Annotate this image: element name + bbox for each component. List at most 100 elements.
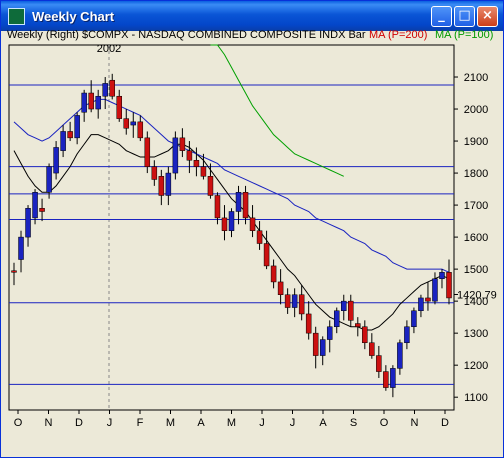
x-tick-label: D bbox=[75, 417, 83, 429]
candle-down bbox=[425, 297, 431, 302]
candle-down bbox=[207, 176, 214, 196]
y-tick-label: 1200 bbox=[464, 360, 488, 372]
candle-up bbox=[411, 310, 417, 328]
app-icon bbox=[8, 8, 25, 25]
candle-up bbox=[130, 121, 137, 126]
moving-average-short bbox=[13, 134, 450, 331]
candle-up bbox=[74, 115, 80, 139]
x-tick-label: O bbox=[380, 417, 389, 429]
candle-down bbox=[277, 281, 284, 295]
candle-down bbox=[11, 270, 17, 273]
candle-up bbox=[326, 326, 333, 340]
x-tick-label: A bbox=[319, 417, 327, 429]
candle-down bbox=[298, 294, 305, 315]
x-tick-label: A bbox=[197, 417, 205, 429]
candle-up bbox=[32, 192, 38, 219]
last-price-label: 1420.79 bbox=[457, 289, 497, 301]
candle-down bbox=[151, 166, 158, 180]
candle-down bbox=[446, 272, 452, 299]
candle-up bbox=[390, 368, 396, 388]
y-tick-label: 1800 bbox=[464, 168, 488, 180]
candle-up bbox=[228, 211, 235, 231]
candle-down bbox=[376, 355, 382, 372]
legend-ma200: MA (P=200) bbox=[369, 29, 428, 41]
candle-up bbox=[341, 300, 347, 311]
maximize-button[interactable]: □ bbox=[454, 6, 475, 27]
candle-up bbox=[235, 192, 242, 212]
candle-down bbox=[214, 195, 221, 219]
candle-up bbox=[81, 92, 87, 113]
legend-ma100: MA (P=100) bbox=[435, 29, 494, 41]
candle-down bbox=[362, 326, 368, 344]
y-tick-label: 1700 bbox=[464, 200, 488, 212]
minimize-button[interactable]: _ bbox=[431, 6, 452, 27]
candle-down bbox=[186, 150, 193, 161]
x-tick-label: M bbox=[166, 417, 175, 429]
y-tick-label: 1100 bbox=[464, 392, 488, 404]
y-tick-label: 2000 bbox=[464, 104, 488, 116]
candle-down bbox=[242, 192, 249, 219]
x-tick-label: O bbox=[14, 417, 23, 429]
x-tick-label: J bbox=[259, 417, 265, 429]
candle-down bbox=[200, 166, 207, 177]
candle-up bbox=[165, 172, 172, 196]
candle-up bbox=[418, 297, 424, 311]
candle-down bbox=[144, 137, 151, 167]
candle-up bbox=[333, 310, 340, 328]
candle-down bbox=[158, 176, 165, 196]
year-label: 2002 bbox=[97, 43, 121, 55]
candle-down bbox=[88, 92, 94, 110]
candle-up bbox=[102, 83, 108, 97]
title-bar[interactable]: Weekly Chart _ □ × bbox=[1, 1, 503, 31]
candle-up bbox=[439, 272, 445, 279]
candle-down bbox=[312, 332, 319, 356]
candle-down bbox=[109, 79, 115, 97]
x-tick-label: J bbox=[290, 417, 296, 429]
x-tick-label: S bbox=[350, 417, 357, 429]
chart-legend: Weekly (Right) $COMPX - NASDAQ COMBINED … bbox=[7, 29, 366, 43]
candle-down bbox=[305, 313, 312, 334]
candle-down bbox=[221, 217, 228, 231]
x-tick-label: F bbox=[137, 417, 144, 429]
candle-up bbox=[432, 278, 438, 302]
candle-down bbox=[137, 121, 144, 139]
candle-down bbox=[263, 243, 270, 267]
candle-up bbox=[319, 339, 326, 356]
candle-up bbox=[404, 326, 410, 344]
candle-down bbox=[249, 217, 256, 231]
close-button[interactable]: × bbox=[477, 6, 498, 27]
candle-down bbox=[123, 118, 130, 129]
candle-down bbox=[284, 294, 291, 308]
candle-up bbox=[172, 137, 179, 174]
candle-down bbox=[39, 208, 45, 212]
x-tick-label: D bbox=[441, 417, 449, 429]
x-tick-label: M bbox=[227, 417, 236, 429]
candle-up bbox=[53, 147, 59, 174]
legend-symbol: Weekly (Right) $COMPX - NASDAQ COMBINED … bbox=[7, 29, 366, 41]
x-tick-label: N bbox=[411, 417, 419, 429]
candle-down bbox=[383, 371, 389, 388]
x-tick-label: N bbox=[45, 417, 53, 429]
candle-up bbox=[46, 166, 52, 193]
y-tick-label: 1300 bbox=[464, 328, 488, 340]
candle-down bbox=[116, 95, 122, 119]
candle-down bbox=[193, 160, 200, 167]
candle-down bbox=[355, 323, 361, 328]
candle-down bbox=[179, 137, 186, 151]
y-tick-label: 1400 bbox=[464, 296, 488, 308]
y-tick-label: 1500 bbox=[464, 264, 488, 276]
x-tick-label: J bbox=[107, 417, 113, 429]
y-tick-label: 2100 bbox=[464, 72, 488, 84]
candle-up bbox=[25, 208, 31, 238]
candle-up bbox=[95, 95, 101, 110]
window-title: Weekly Chart bbox=[32, 9, 115, 24]
y-tick-label: 1900 bbox=[464, 136, 488, 148]
candle-down bbox=[270, 265, 277, 283]
y-tick-label: 1600 bbox=[464, 232, 488, 244]
candle-down bbox=[348, 300, 354, 321]
candle-down bbox=[369, 342, 375, 356]
candle-up bbox=[397, 342, 403, 369]
candle-up bbox=[291, 294, 298, 308]
